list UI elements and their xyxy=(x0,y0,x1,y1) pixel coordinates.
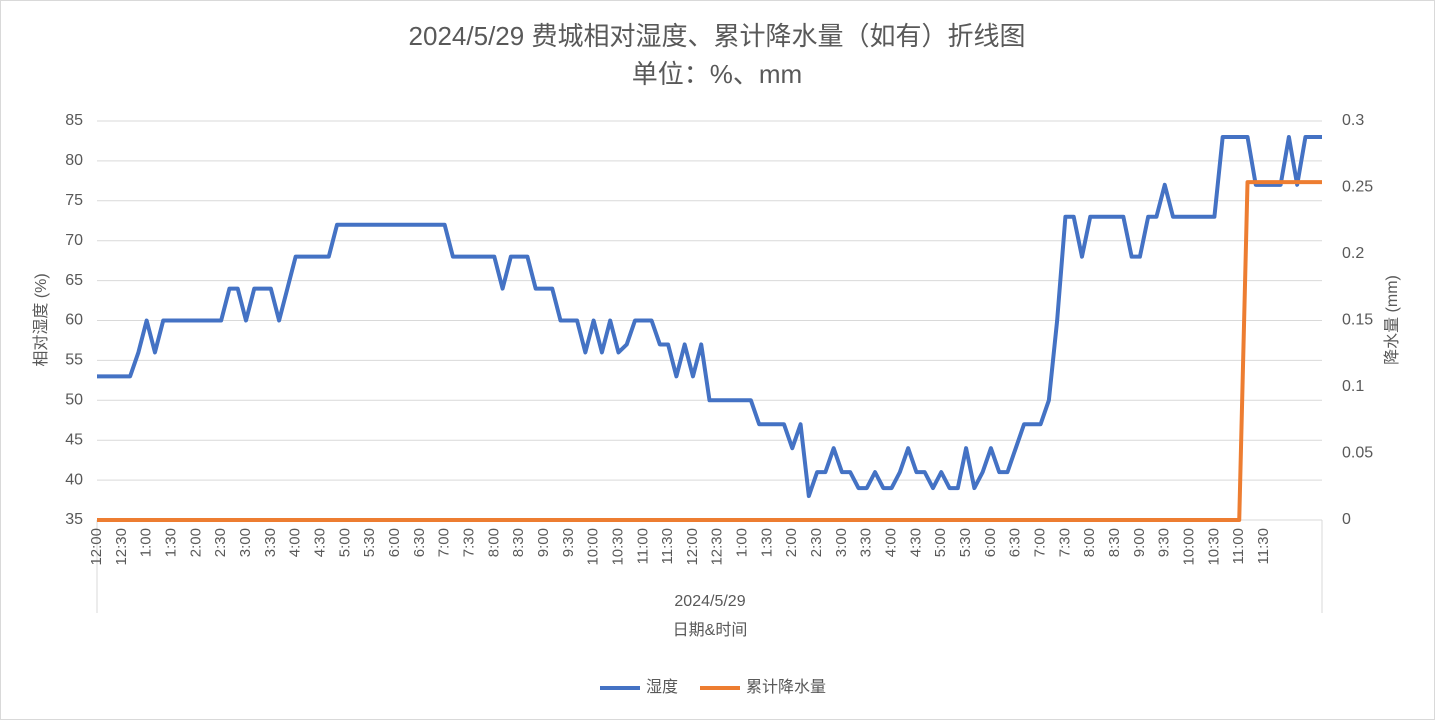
y2-axis-title: 降水量 (mm) xyxy=(1383,275,1401,365)
x-tick-label: 2:30 xyxy=(808,528,825,557)
y2-tick-label: 0.05 xyxy=(1342,445,1373,462)
x-tick-label: 7:30 xyxy=(1056,528,1073,557)
y-axis-title: 相对湿度 (%) xyxy=(32,273,50,366)
x-tick-label: 5:00 xyxy=(932,528,949,557)
x-tick-label: 9:00 xyxy=(1131,528,1148,557)
legend-label: 累计降水量 xyxy=(746,678,826,696)
x-tick-label: 4:00 xyxy=(883,528,900,557)
x-tick-label: 7:30 xyxy=(460,528,477,557)
x-tick-label: 6:30 xyxy=(411,528,428,557)
chart-title: 2024/5/29 费城相对湿度、累计降水量（如有）折线图 xyxy=(409,21,1026,51)
x-tick-label: 6:00 xyxy=(982,528,999,557)
x-tick-label: 3:00 xyxy=(237,528,254,557)
x-tick-label: 2:00 xyxy=(783,528,800,557)
x-tick-label: 11:30 xyxy=(1255,528,1272,564)
y-tick-label: 50 xyxy=(65,392,83,409)
y-tick-label: 70 xyxy=(65,232,83,249)
x-group-label: 2024/5/29 xyxy=(674,593,745,610)
x-tick-label: 11:00 xyxy=(634,528,651,564)
x-tick-label: 3:30 xyxy=(262,528,279,557)
y-tick-label: 80 xyxy=(65,152,83,169)
x-tick-label: 4:30 xyxy=(311,528,328,557)
x-tick-label: 10:30 xyxy=(609,528,626,566)
y2-tick-label: 0.1 xyxy=(1342,378,1364,395)
x-tick-label: 11:30 xyxy=(659,528,676,564)
x-tick-label: 5:30 xyxy=(957,528,974,557)
x-tick-label: 2:00 xyxy=(187,528,204,557)
y2-tick-label: 0 xyxy=(1342,511,1351,528)
x-tick-label: 11:00 xyxy=(1230,528,1247,564)
x-tick-label: 1:30 xyxy=(162,528,179,557)
y2-tick-label: 0.2 xyxy=(1342,245,1364,262)
x-tick-label: 12:30 xyxy=(113,528,130,566)
y2-tick-label: 0.3 xyxy=(1342,112,1364,129)
x-tick-label: 9:30 xyxy=(1156,528,1173,557)
y-tick-label: 55 xyxy=(65,352,83,369)
x-tick-label: 2:30 xyxy=(212,528,229,557)
x-tick-label: 12:00 xyxy=(88,528,105,566)
x-tick-label: 4:30 xyxy=(907,528,924,557)
x-tick-label: 12:30 xyxy=(709,528,726,566)
x-tick-label: 1:00 xyxy=(734,528,751,557)
y-tick-label: 65 xyxy=(65,272,83,289)
x-tick-label: 9:30 xyxy=(560,528,577,557)
x-tick-label: 10:00 xyxy=(585,528,602,566)
x-tick-label: 3:30 xyxy=(858,528,875,557)
x-tick-label: 7:00 xyxy=(436,528,453,557)
y2-tick-label: 0.15 xyxy=(1342,312,1373,329)
x-tick-label: 12:00 xyxy=(684,528,701,566)
y-tick-label: 35 xyxy=(65,511,83,528)
x-tick-label: 1:00 xyxy=(138,528,155,557)
x-tick-label: 8:00 xyxy=(485,528,502,557)
chart-subtitle: 单位：%、mm xyxy=(632,59,802,89)
x-tick-label: 8:00 xyxy=(1081,528,1098,557)
x-tick-label: 5:30 xyxy=(361,528,378,557)
x-tick-label: 6:00 xyxy=(386,528,403,557)
series-line xyxy=(97,134,1322,499)
x-tick-label: 7:00 xyxy=(1032,528,1049,557)
y-tick-label: 85 xyxy=(65,112,83,129)
y-tick-label: 40 xyxy=(65,471,83,488)
y-tick-label: 75 xyxy=(65,192,83,209)
x-tick-label: 10:00 xyxy=(1181,528,1198,566)
legend-label: 湿度 xyxy=(646,678,678,696)
x-tick-label: 1:30 xyxy=(758,528,775,557)
x-tick-label: 3:00 xyxy=(833,528,850,557)
x-tick-label: 8:30 xyxy=(510,528,527,557)
x-tick-label: 8:30 xyxy=(1106,528,1123,557)
series-line xyxy=(97,180,1322,522)
y2-tick-label: 0.25 xyxy=(1342,179,1373,196)
x-tick-label: 10:30 xyxy=(1205,528,1222,566)
x-tick-label: 9:00 xyxy=(535,528,552,557)
x-tick-label: 4:00 xyxy=(287,528,304,557)
x-tick-label: 6:30 xyxy=(1007,528,1024,557)
y-tick-label: 45 xyxy=(65,431,83,448)
x-axis-title: 日期&时间 xyxy=(673,621,748,639)
x-tick-label: 5:00 xyxy=(336,528,353,557)
y-tick-label: 60 xyxy=(65,312,83,329)
